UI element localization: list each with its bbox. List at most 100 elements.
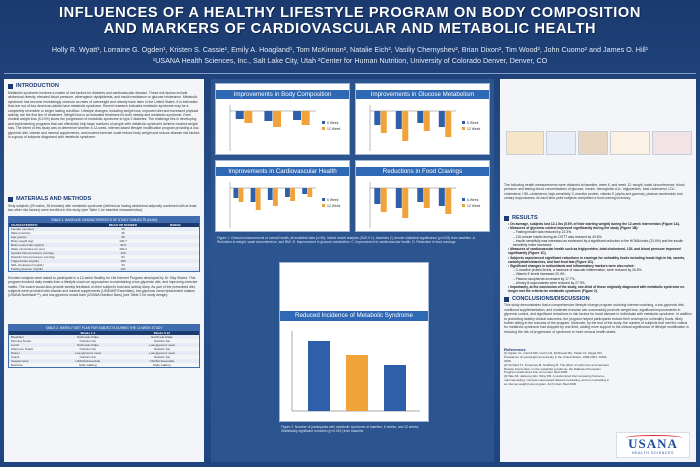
chart-body-composition: 6 Week 12 Week	[229, 105, 341, 151]
table-cell: 84	[121, 254, 125, 259]
logo-subtext: HEALTH SCIENCES	[631, 451, 675, 455]
table-row: Triglycerides (mg/dL) 196	[9, 258, 199, 263]
table-cell: 109.4	[119, 246, 127, 251]
results-list-item: – Vitamin E levels increased 20.4%.	[513, 272, 566, 277]
results-list: • On average, subjects lost 12.1 lbs (5.…	[504, 222, 692, 293]
table-row: Fasting glucose (mg/dL) 104	[9, 266, 200, 271]
poster-title-line2: AND MARKERS OF CARDIOVASCULAR AND METABO…	[103, 21, 597, 37]
chart-bar	[250, 188, 256, 202]
table-cell: Nutrimeal shake	[77, 334, 99, 339]
table-header-cell: Weeks 5-12	[153, 330, 171, 335]
chart-bar	[395, 188, 402, 208]
legend-label: 12 Week	[327, 204, 341, 208]
product-image-box	[652, 131, 692, 155]
chart-bar	[244, 111, 253, 123]
poster-title-line1: INFLUENCES OF A HEALTHY LIFESTYLE PROGRA…	[59, 5, 641, 21]
results-list-item: • Significant changes in antioxidants an…	[508, 264, 635, 269]
chart-bar	[302, 188, 308, 194]
table-cell: Low-glycemic meal	[75, 350, 101, 355]
results-list-item: • Importantly, at the conclusion of the …	[508, 285, 685, 294]
panel-title-glucose: Improvements in Glucose Metabolism	[356, 90, 489, 99]
chart-bar	[233, 188, 239, 198]
product-image-bar	[578, 131, 608, 155]
figure2-caption: Figure 2. Number of participants with me…	[281, 425, 420, 434]
panel-title-body-composition: Improvements in Body Composition	[216, 90, 349, 99]
methods-text: Sixty subjects (25 males, 35 females) wi…	[8, 204, 197, 213]
chart-legend: 6 Week 12 Week	[462, 198, 481, 208]
table-cell: Exercise	[11, 362, 23, 367]
results-list-item: – Fasting insulin was reduced by 22.3%.	[513, 230, 573, 235]
table-row: Breakfast Nutrimeal shake Nutrimeal shake	[9, 334, 199, 339]
logo-arc	[625, 435, 683, 441]
conclusions-text: This study demonstrates that a comprehen…	[504, 303, 692, 334]
table-row: Body weight (kg) 100.7	[9, 239, 199, 243]
references-list: [1] Ogden CL, Carroll MD, Curtin LR, McD…	[504, 351, 610, 386]
table-cell: 129	[120, 250, 126, 255]
table-cell: Daily walking	[79, 362, 97, 367]
table-row: Systolic blood pressure (mmHg) 129	[9, 250, 199, 255]
figure-panel-body-composition: Improvements in Body Composition 6 Week 1…	[215, 83, 350, 155]
panel-title-metabolic-syndrome: Reduced Incidence of Metabolic Syndrome	[280, 311, 428, 321]
figure-panel-food-cravings: Reductions in Food Cravings 6 Week 12 Wee…	[355, 160, 490, 232]
chart-bar	[445, 188, 452, 214]
table-row: Morning Snack Nutrition bar Nutrition bar	[9, 339, 199, 343]
legend-swatch	[462, 121, 465, 124]
chart-bar	[290, 188, 296, 201]
chart-bar	[417, 188, 424, 202]
table-cell: Breakfast	[11, 334, 24, 339]
table-cell: Snack	[11, 354, 20, 359]
chart-glucose: 6 Week 12 Week	[369, 105, 481, 151]
chart-bar	[273, 111, 282, 127]
table-cell: Nutrimeal shake	[77, 342, 99, 347]
table-cell: Lunch	[11, 342, 20, 347]
table-cell: 196	[120, 258, 126, 263]
legend-swatch	[322, 121, 325, 124]
chart-food-cravings: 6 Week 12 Week	[369, 182, 481, 228]
results-heading: RESULTS	[504, 215, 692, 221]
table-cell: 43	[121, 262, 125, 267]
chart-legend: 6 Week 12 Week	[322, 198, 341, 208]
figure1-caption: Figure 1. Clinical measurements of overa…	[217, 236, 476, 245]
legend-swatch	[322, 198, 325, 201]
results-list-item: • Measures of glycemic control improved …	[508, 226, 639, 231]
chart-bar	[374, 188, 381, 204]
table-cell: 25	[121, 230, 125, 235]
legend-swatch	[322, 127, 325, 130]
reference-item: [1] Ogden CL, Carroll MD, Curtin LR, McD…	[504, 351, 607, 364]
legend-label: 6 Week	[327, 121, 339, 125]
references-heading: References	[504, 347, 526, 353]
product-image-essentials	[506, 131, 544, 155]
measurements-text: The following health measurements were o…	[504, 183, 685, 201]
chart-bar	[264, 111, 273, 121]
chart-bar	[285, 188, 290, 197]
chart-bar	[402, 111, 409, 141]
table-header-cell: Weeks 1-4	[80, 330, 96, 335]
table-cell: Nutrimeal shake	[151, 334, 173, 339]
table-cell: Nutrition bar	[79, 346, 97, 351]
legend-swatch	[462, 198, 465, 201]
table-cell: 33.9	[120, 242, 126, 247]
chart-bar	[380, 111, 387, 133]
table-row: Supplements USANA Essentials USANA Essenti…	[9, 358, 199, 363]
table-cell: USANA Essentials	[75, 358, 101, 363]
table-cell: Body weight (kg)	[11, 238, 34, 243]
figure-panel-cardiovascular: Improvements in Cardiovascular Health 6 …	[215, 160, 350, 232]
reference-item: [3] Tate DF, Jackvony EH, Wing RR. A ran…	[504, 374, 610, 386]
panel-title-cardiovascular: Improvements in Cardiovascular Health	[216, 167, 349, 176]
conclusions-heading: CONCLUSIONS/DISCUSSION	[504, 296, 692, 302]
legend-label: 12 Week	[327, 127, 341, 131]
chart-bar	[395, 111, 402, 129]
table-cell	[152, 267, 200, 271]
panel-title-food-cravings: Reductions in Food Cravings	[356, 167, 489, 176]
chart-bar	[384, 365, 406, 411]
bullet-square-icon	[8, 83, 13, 89]
table-cell: Nutrition bar	[153, 346, 171, 351]
table-cell: Fasting glucose (mg/dL)	[11, 266, 44, 271]
table-cell: Male (number)	[11, 230, 31, 235]
table-cell: Waist circumference (cm)	[11, 246, 45, 251]
results-list-item: – 120-minute insulin during an OGTT was …	[513, 234, 603, 239]
table1-caption: TABLE 1. BASELINE CHARACTERISTICS OF STU…	[9, 216, 199, 223]
chart-bar	[267, 188, 273, 200]
chart-bar	[445, 111, 452, 137]
product-image-shake	[546, 131, 576, 155]
